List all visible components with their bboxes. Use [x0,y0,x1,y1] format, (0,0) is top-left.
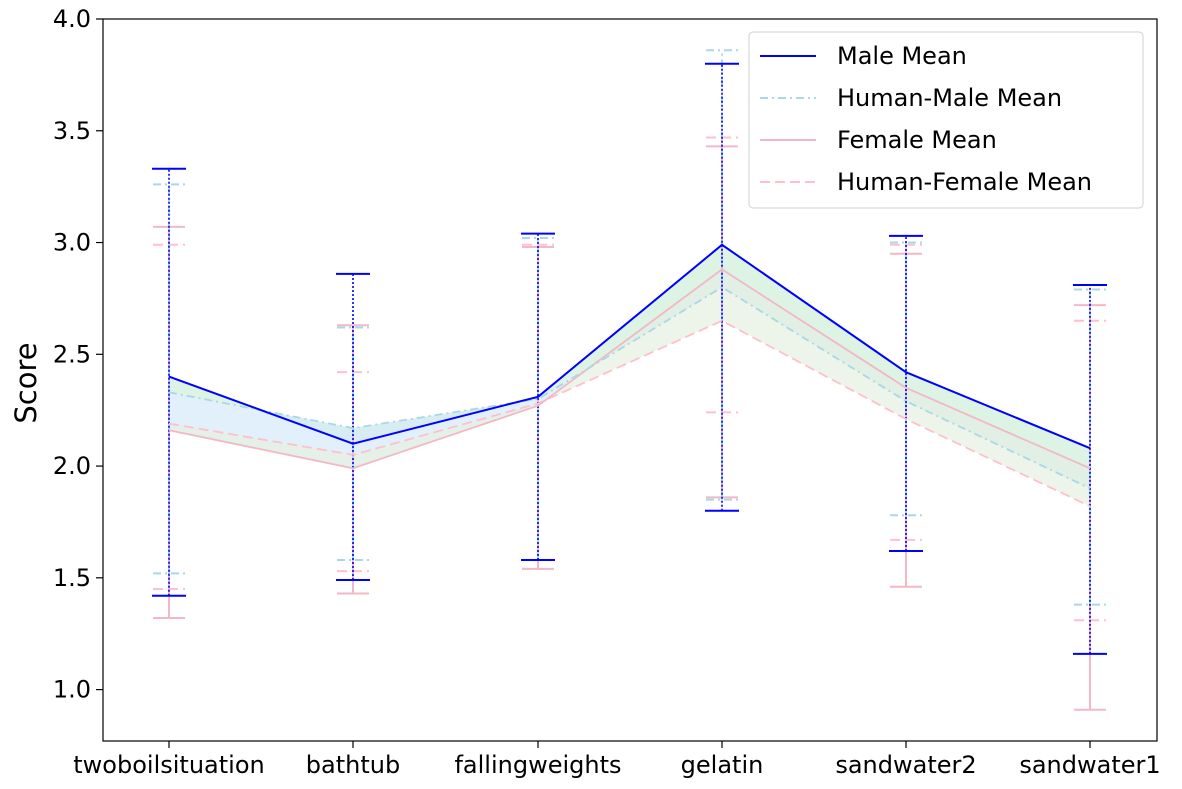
legend-label: Female Mean [837,126,997,154]
series-line-2 [168,268,1091,470]
y-tick-label: 2.5 [53,340,91,368]
band-1 [169,269,1090,489]
y-axis-label: Score [9,342,43,423]
legend-label: Human-Male Mean [837,84,1062,112]
confidence-bands [169,244,1090,507]
x-tick-label: gelatin [681,751,764,779]
series-line-0 [168,243,1091,450]
error-bars [152,49,1107,711]
band-2 [169,269,1090,507]
x-tick-label: bathtub [306,751,400,779]
series-lines [168,243,1091,508]
y-tick-label: 2.0 [53,452,91,480]
x-tick-label: fallingweights [454,751,621,779]
legend-label: Human-Female Mean [837,168,1092,196]
series-line-1 [168,286,1091,490]
x-tick-label: sandwater1 [1019,751,1160,779]
y-tick-label: 3.0 [53,229,91,257]
y-tick-label: 4.0 [53,5,91,33]
y-tick-label: 3.5 [53,117,91,145]
legend: Male Mean Human-Male Mean Female Mean Human… [748,31,1144,209]
y-tick-label: 1.0 [53,676,91,704]
x-tick-label: sandwater2 [835,751,976,779]
legend-label: Male Mean [837,42,967,70]
x-axis-ticks: twoboilsituation bathtub fallingweights gel… [73,741,1161,779]
legend-box [748,31,1144,209]
y-tick-label: 1.5 [53,564,91,592]
y-axis-ticks: 1.0 1.5 2.0 2.5 3.0 3.5 4.0 [53,5,103,704]
x-tick-label: twoboilsituation [73,751,264,779]
series-line-3 [168,319,1091,508]
plot-frame [102,18,1158,742]
